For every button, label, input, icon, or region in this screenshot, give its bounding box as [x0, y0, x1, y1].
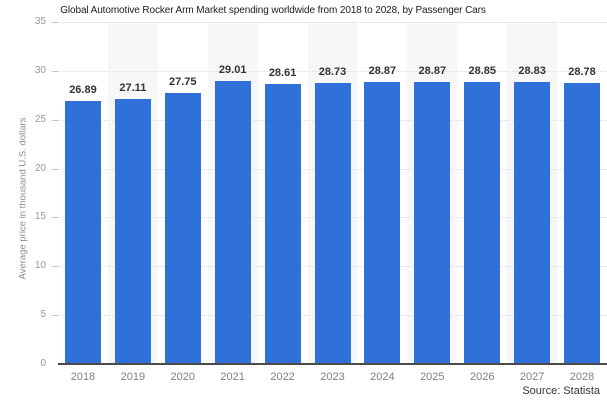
- bar-value-label-2027: 28.83: [518, 65, 546, 78]
- y-tick-mark-15: [52, 217, 58, 219]
- chart-title: Global Automotive Rocker Arm Market spen…: [60, 5, 486, 16]
- x-tick-label-2023: 2023: [320, 371, 345, 383]
- bar-2020: [164, 92, 201, 364]
- bar-2018: [64, 101, 101, 364]
- x-tick-label-2028: 2028: [569, 371, 595, 383]
- y-tick-label-5: 5: [40, 309, 46, 321]
- bar-2027: [514, 82, 551, 364]
- bar-value-label-2026: 28.85: [468, 65, 496, 78]
- bar-2019: [114, 99, 151, 364]
- bar-2025: [414, 81, 451, 364]
- y-tick-mark-30: [52, 70, 58, 72]
- bar-value-label-2025: 28.87: [418, 64, 447, 77]
- y-tick-mark-10: [52, 266, 58, 268]
- x-tick-label-2020: 2020: [170, 371, 195, 383]
- bar-value-label-2020: 27.75: [169, 75, 197, 88]
- x-tick-label-2026: 2026: [469, 371, 495, 383]
- bar-2023: [314, 83, 351, 364]
- y-tick-label-15: 15: [34, 211, 46, 223]
- bar-2024: [364, 81, 401, 364]
- bar-value-label-2019: 27.11: [119, 82, 147, 95]
- y-tick-mark-5: [52, 315, 58, 317]
- y-tick-label-10: 10: [34, 260, 46, 272]
- bar-2021: [214, 80, 251, 364]
- bar-value-label-2018: 26.89: [69, 84, 97, 97]
- y-tick-mark-20: [52, 168, 58, 170]
- bar-value-label-2022: 28.61: [268, 67, 297, 80]
- bar-value-label-2024: 28.87: [368, 64, 397, 77]
- x-axis-line: [58, 363, 607, 365]
- gridline-30: [58, 70, 607, 72]
- source-label: Source: Statista: [522, 385, 600, 397]
- bar-2028: [564, 82, 601, 364]
- plot-area: 26.89 27.11 27.75 29.01 28.61 28.73 28.87 28.87…: [52, 22, 607, 365]
- y-tick-label-30: 30: [34, 64, 46, 76]
- y-tick-label-35: 35: [34, 16, 46, 27]
- gridline-35: [58, 22, 607, 23]
- y-tick-label-0: 0: [40, 358, 46, 369]
- x-tick-label-2027: 2027: [519, 371, 545, 383]
- x-tick-label-2024: 2024: [370, 371, 395, 383]
- x-tick-label-2022: 2022: [270, 371, 295, 383]
- bar-value-label-2021: 29.01: [218, 63, 247, 76]
- bar-value-label-2028: 28.78: [568, 65, 596, 78]
- y-tick-label-25: 25: [34, 113, 46, 125]
- x-tick-label-2019: 2019: [120, 371, 146, 383]
- bar-2026: [464, 82, 501, 364]
- y-tick-mark-35: [52, 22, 58, 23]
- y-tick-label-20: 20: [34, 162, 46, 174]
- y-tick-mark-25: [52, 119, 58, 121]
- x-tick-label-2018: 2018: [70, 371, 96, 383]
- bar-value-label-2023: 28.73: [318, 66, 347, 79]
- bar-2022: [264, 84, 301, 364]
- x-tick-label-2025: 2025: [420, 371, 445, 383]
- x-tick-label-2021: 2021: [220, 371, 245, 383]
